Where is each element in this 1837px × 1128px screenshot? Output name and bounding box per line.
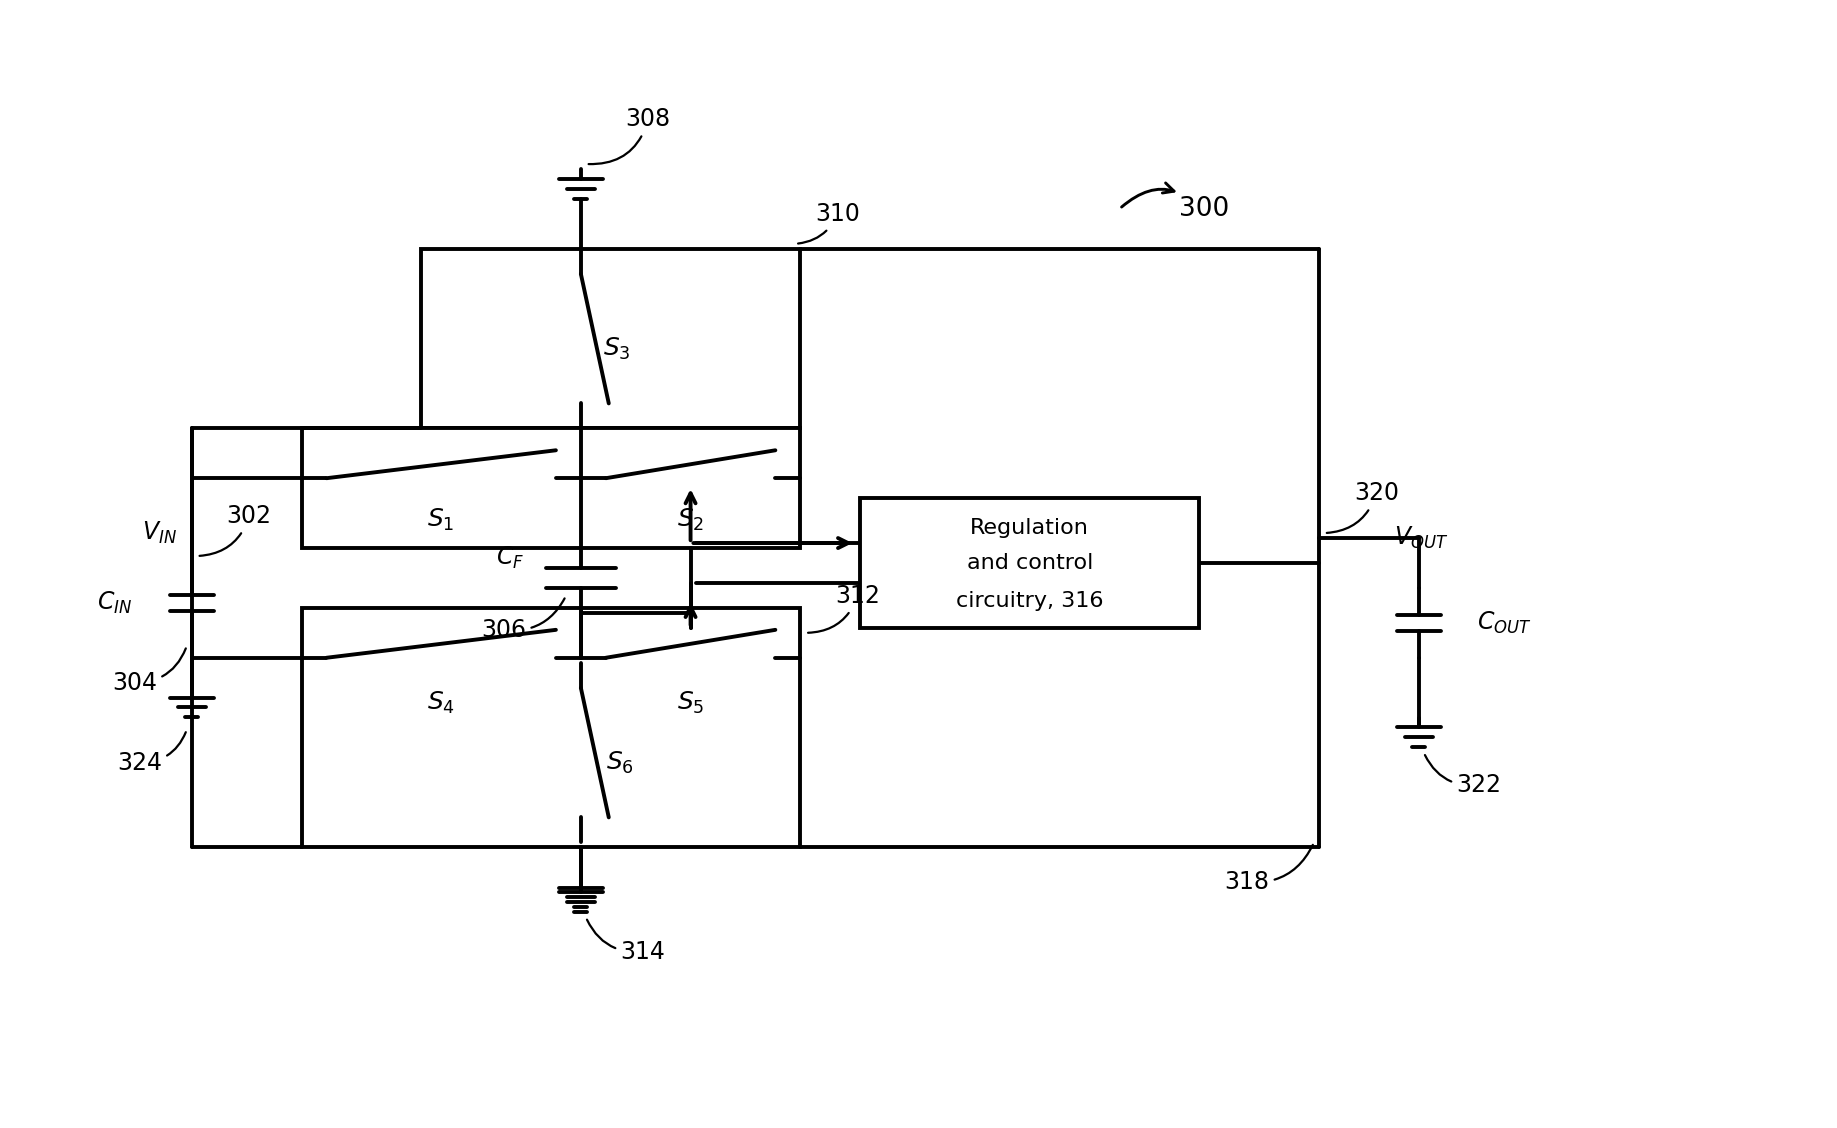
Text: $C_{OUT}$: $C_{OUT}$: [1477, 610, 1532, 636]
Text: $S_2$: $S_2$: [678, 506, 704, 534]
Text: $S_3$: $S_3$: [603, 335, 630, 362]
Text: $C_F$: $C_F$: [496, 545, 524, 571]
Text: 312: 312: [808, 584, 880, 633]
Text: 322: 322: [1426, 755, 1501, 797]
Bar: [301, 429, 801, 548]
Bar: [421, 249, 801, 429]
Text: 320: 320: [1326, 482, 1400, 532]
Text: $V_{OUT}$: $V_{OUT}$: [1394, 525, 1448, 552]
Text: 304: 304: [112, 649, 186, 695]
Text: circuitry, 316: circuitry, 316: [955, 591, 1104, 611]
Text: $S_6$: $S_6$: [606, 749, 634, 776]
Text: 324: 324: [118, 732, 186, 775]
Text: 302: 302: [200, 504, 272, 556]
Text: 314: 314: [588, 919, 665, 964]
Text: $S_4$: $S_4$: [428, 689, 456, 716]
Bar: [301, 608, 801, 847]
Text: $S_5$: $S_5$: [676, 689, 704, 716]
Text: $C_{IN}$: $C_{IN}$: [97, 590, 132, 616]
Text: 300: 300: [1122, 183, 1229, 222]
Text: and control: and control: [966, 553, 1093, 573]
Text: $V_{IN}$: $V_{IN}$: [141, 520, 176, 546]
Text: 318: 318: [1223, 845, 1313, 895]
Text: $S_1$: $S_1$: [428, 506, 456, 534]
Bar: [860, 499, 1200, 628]
Text: 306: 306: [481, 598, 564, 642]
Text: Regulation: Regulation: [970, 518, 1089, 538]
Text: 310: 310: [797, 202, 860, 244]
Text: 308: 308: [588, 107, 671, 164]
